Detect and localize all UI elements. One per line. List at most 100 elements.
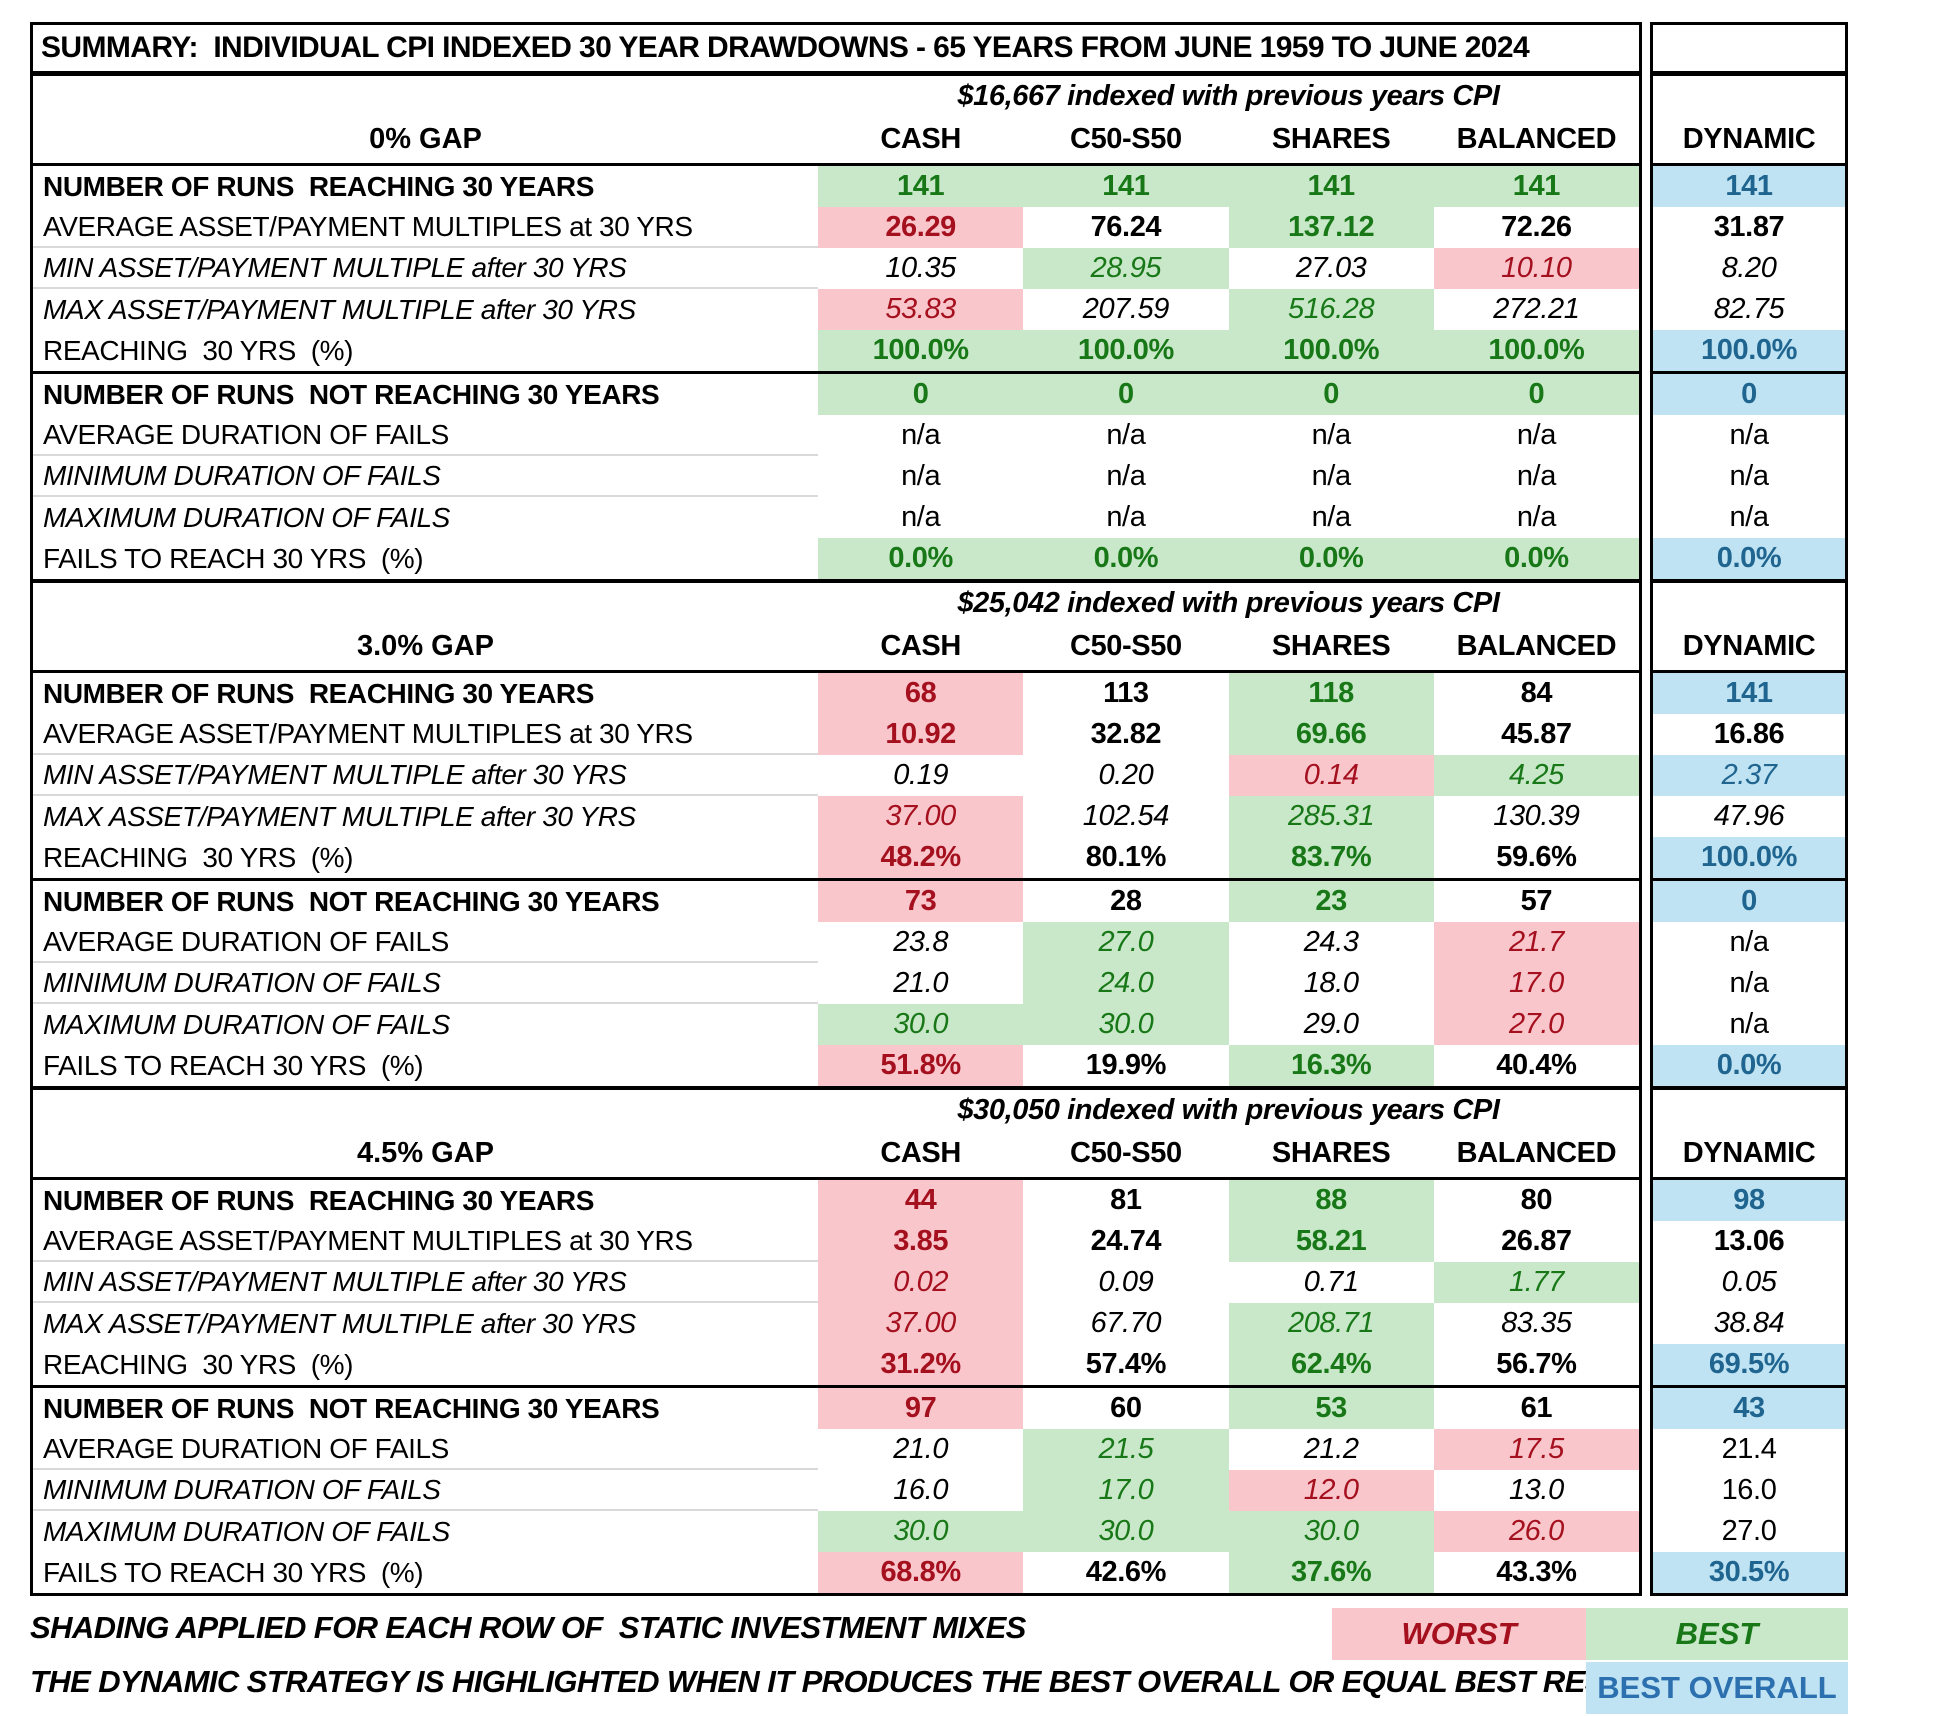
table-cell: 207.59 bbox=[1082, 293, 1170, 325]
dynamic-row: 0.0% bbox=[1653, 538, 1845, 579]
table-cell: 81 bbox=[1110, 1184, 1142, 1216]
section-divider bbox=[33, 1086, 1639, 1090]
table-cell: 21.2 bbox=[1303, 1433, 1359, 1465]
footer-note-dynamic: THE DYNAMIC STRATEGY IS HIGHLIGHTED WHEN… bbox=[30, 1664, 1662, 1699]
row-label: MAXIMUM DURATION OF FAILS bbox=[43, 1515, 450, 1547]
dynamic-row: 27.0 bbox=[1653, 1511, 1845, 1552]
table-cell: 24.3 bbox=[1303, 926, 1359, 958]
dynamic-row: 100.0% bbox=[1653, 837, 1845, 878]
dynamic-row: 47.96 bbox=[1653, 796, 1845, 837]
dynamic-row: 13.06 bbox=[1653, 1221, 1845, 1262]
dynamic-row: 43 bbox=[1653, 1388, 1845, 1429]
table-cell: 3.85 bbox=[818, 1221, 1024, 1262]
row-label: FAILS TO REACH 30 YRS (%) bbox=[43, 1049, 424, 1081]
header-divider bbox=[33, 670, 1639, 673]
table-cell: 21.0 bbox=[893, 1433, 949, 1465]
column-header: CASH bbox=[880, 123, 961, 155]
dynamic-cell: 13.06 bbox=[1713, 1225, 1785, 1257]
legend-best-swatch: BEST bbox=[1586, 1608, 1848, 1660]
table-cell: 0.0% bbox=[818, 538, 1024, 579]
table-cell: 28 bbox=[1110, 885, 1142, 917]
table-cell: 100.0% bbox=[1433, 330, 1639, 371]
dynamic-cell: 98 bbox=[1653, 1180, 1845, 1221]
dynamic-row: n/a bbox=[1653, 415, 1845, 456]
table-cell: 10.35 bbox=[885, 252, 956, 284]
table-cell: 76.24 bbox=[1090, 211, 1162, 243]
table-cell: 130.39 bbox=[1493, 800, 1580, 832]
table-cell: 4.25 bbox=[1433, 755, 1639, 796]
row-label: AVERAGE DURATION OF FAILS bbox=[33, 922, 818, 963]
table-cell: 24.0 bbox=[1023, 963, 1229, 1004]
table-cell: 28.95 bbox=[1023, 248, 1229, 289]
row-label: MAXIMUM DURATION OF FAILS bbox=[43, 501, 450, 533]
dynamic-cell: 100.0% bbox=[1653, 330, 1845, 371]
empty-label-cell bbox=[33, 1090, 818, 1130]
table-cell: n/a bbox=[1106, 419, 1146, 451]
table-cell: 141 bbox=[1228, 166, 1434, 207]
table-cell: 0.09 bbox=[1098, 1266, 1154, 1298]
table-cell: 16.3% bbox=[1228, 1045, 1434, 1086]
table-cell: 0.19 bbox=[893, 759, 949, 791]
dynamic-cell: 43 bbox=[1653, 1388, 1845, 1429]
dynamic-cell: 82.75 bbox=[1713, 293, 1785, 325]
table-cell: 61 bbox=[1520, 1392, 1553, 1424]
section-subheader-row: $30,050 indexed with previous years CPI bbox=[33, 1090, 1639, 1130]
table-cell: 18.0 bbox=[1303, 967, 1359, 999]
row-label: MINIMUM DURATION OF FAILS bbox=[33, 1470, 818, 1511]
table-body: $16,667 indexed with previous years CPI 0… bbox=[33, 76, 1639, 1593]
table-row: FAILS TO REACH 30 YRS (%) 68.8% 42.6% 37.6%… bbox=[33, 1552, 1639, 1593]
dynamic-row: n/a bbox=[1653, 497, 1845, 538]
row-label: REACHING 30 YRS (%) bbox=[43, 1348, 354, 1380]
column-header: C50-S50 bbox=[1070, 630, 1182, 662]
table-title: SUMMARY: INDIVIDUAL CPI INDEXED 30 YEAR … bbox=[41, 31, 1530, 64]
table-cell: 67.70 bbox=[1090, 1307, 1162, 1339]
dynamic-header-row: DYNAMIC bbox=[1653, 623, 1845, 670]
table-cell: 0.0% bbox=[1023, 538, 1229, 579]
row-label: MINIMUM DURATION OF FAILS bbox=[33, 963, 818, 1004]
table-cell: 45.87 bbox=[1501, 718, 1572, 750]
dynamic-cell: 16.0 bbox=[1721, 1474, 1777, 1506]
dynamic-column: DYNAMIC 141 31.87 8.20 82.75 100.0% 0 n/a n/a n/a… bbox=[1650, 22, 1848, 1596]
dynamic-row: n/a bbox=[1653, 922, 1845, 963]
dynamic-cell: 0.0% bbox=[1653, 1045, 1845, 1086]
table-cell: 21.7 bbox=[1433, 922, 1639, 963]
table-cell: 0.0% bbox=[1433, 538, 1639, 579]
row-label: AVERAGE ASSET/PAYMENT MULTIPLES at 30 YR… bbox=[33, 1221, 818, 1262]
table-row: AVERAGE ASSET/PAYMENT MULTIPLES at 30 YR… bbox=[33, 714, 1639, 755]
table-row: NUMBER OF RUNS REACHING 30 YEARS 44 81 88 80 bbox=[33, 1180, 1639, 1221]
table-cell: 0.0% bbox=[1228, 538, 1434, 579]
section-subheader-row: $25,042 indexed with previous years CPI bbox=[33, 583, 1639, 623]
table-cell: 16.0 bbox=[893, 1474, 949, 1506]
dynamic-row: 0 bbox=[1653, 374, 1845, 415]
row-label: MINIMUM DURATION OF FAILS bbox=[33, 456, 818, 497]
table-row: MINIMUM DURATION OF FAILS n/a n/a n/a n/a bbox=[33, 456, 1639, 497]
table-cell: n/a bbox=[1516, 501, 1557, 533]
table-row: REACHING 30 YRS (%) 31.2% 57.4% 62.4% 56.7% bbox=[33, 1344, 1639, 1385]
section-divider bbox=[1653, 579, 1845, 583]
column-header: BALANCED bbox=[1456, 630, 1617, 662]
section-divider bbox=[33, 579, 1639, 583]
column-header: BALANCED bbox=[1456, 123, 1617, 155]
header-divider bbox=[1653, 163, 1845, 166]
table-cell: 62.4% bbox=[1228, 1344, 1434, 1385]
table-cell: 32.82 bbox=[1090, 718, 1162, 750]
dynamic-title-divider bbox=[1653, 71, 1845, 76]
dynamic-cell: n/a bbox=[1729, 1008, 1769, 1040]
row-label: REACHING 30 YRS (%) bbox=[43, 334, 354, 366]
dynamic-cell: n/a bbox=[1729, 419, 1769, 451]
column-header-row: 0% GAP CASH C50-S50 SHARES BALANCED bbox=[33, 116, 1639, 163]
mid-section-divider bbox=[1653, 371, 1845, 374]
table-cell: 13.0 bbox=[1508, 1474, 1564, 1506]
row-label: NUMBER OF RUNS NOT REACHING 30 YEARS bbox=[43, 885, 660, 917]
dynamic-header-row: DYNAMIC bbox=[1653, 116, 1845, 163]
dynamic-row: 16.0 bbox=[1653, 1470, 1845, 1511]
table-row: NUMBER OF RUNS REACHING 30 YEARS 141 141 14… bbox=[33, 166, 1639, 207]
table-cell: 43.3% bbox=[1496, 1556, 1577, 1588]
table-cell: 285.31 bbox=[1228, 796, 1434, 837]
table-cell: 23 bbox=[1228, 881, 1434, 922]
table-cell: 100.0% bbox=[1023, 330, 1229, 371]
table-cell: 59.6% bbox=[1496, 841, 1577, 873]
table-cell: 57.4% bbox=[1085, 1348, 1167, 1380]
table-cell: 21.5 bbox=[1023, 1429, 1229, 1470]
